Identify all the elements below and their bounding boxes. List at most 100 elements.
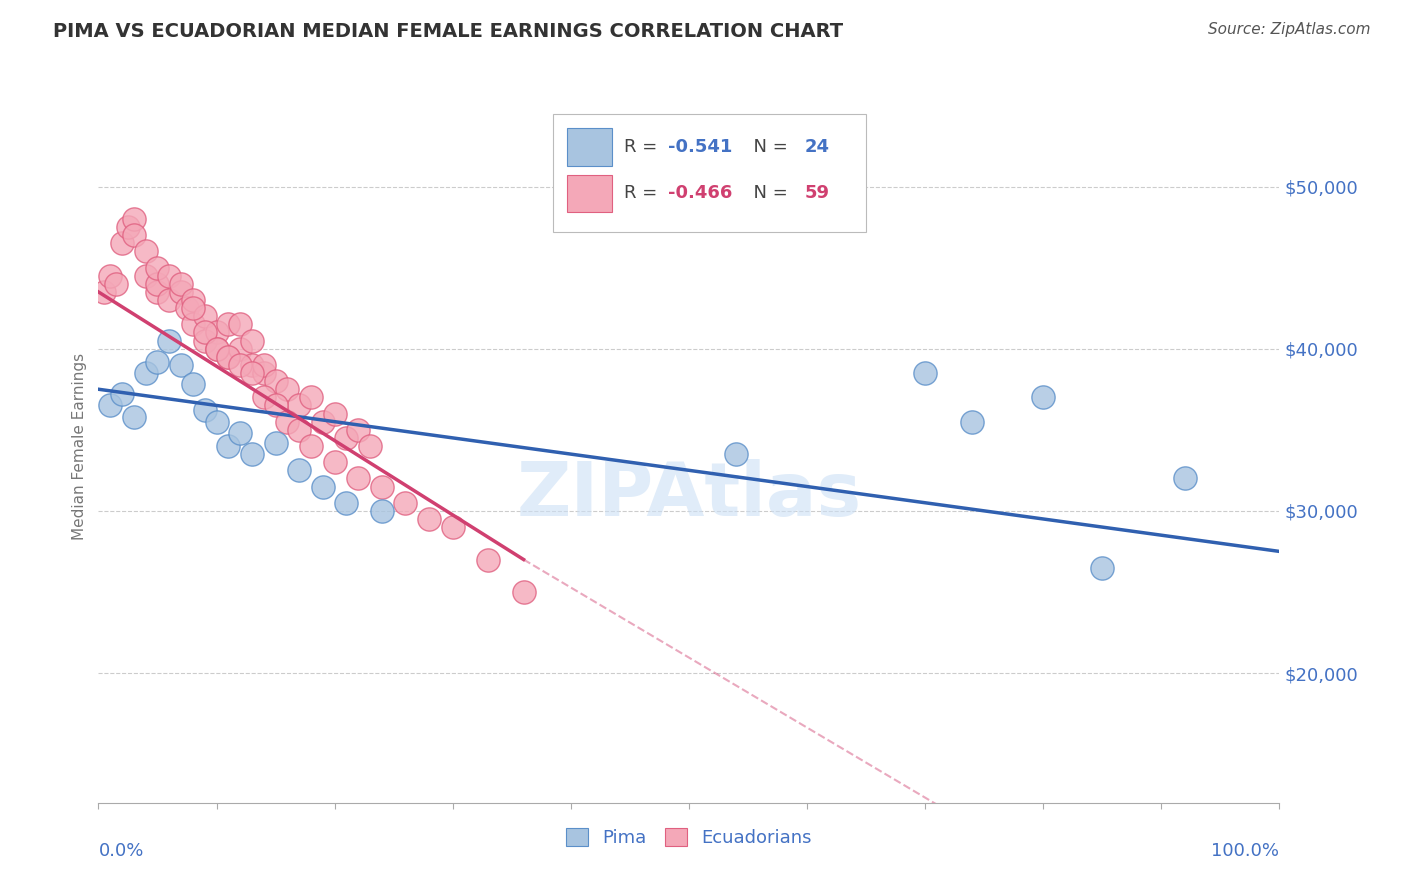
Point: [146, 277, 169, 291]
Point: [335, 496, 357, 510]
Point: [157, 334, 180, 348]
Point: [217, 350, 239, 364]
Text: N =: N =: [742, 185, 793, 202]
Point: [111, 387, 134, 401]
FancyBboxPatch shape: [567, 128, 612, 166]
Point: [146, 260, 169, 275]
Point: [194, 310, 217, 324]
Point: [418, 512, 440, 526]
Point: [512, 585, 534, 599]
Point: [359, 439, 381, 453]
Point: [135, 244, 157, 259]
Point: [264, 435, 287, 450]
Text: 59: 59: [804, 185, 830, 202]
Point: [194, 334, 217, 348]
Point: [181, 318, 204, 332]
Point: [146, 285, 169, 299]
Text: 100.0%: 100.0%: [1212, 842, 1279, 860]
Point: [253, 358, 276, 372]
Point: [725, 447, 748, 461]
Text: 0.0%: 0.0%: [98, 842, 143, 860]
Point: [962, 415, 984, 429]
Point: [371, 479, 394, 493]
Point: [229, 425, 252, 440]
Point: [312, 479, 335, 493]
Point: [205, 326, 228, 340]
Point: [229, 342, 252, 356]
Point: [240, 334, 263, 348]
Point: [264, 399, 287, 413]
Point: [122, 409, 145, 424]
Point: [299, 390, 322, 404]
Point: [205, 342, 228, 356]
Point: [1091, 560, 1114, 574]
Point: [240, 447, 263, 461]
Point: [312, 415, 335, 429]
FancyBboxPatch shape: [567, 175, 612, 212]
Point: [157, 268, 180, 283]
Point: [117, 220, 139, 235]
Point: [194, 326, 217, 340]
Text: Source: ZipAtlas.com: Source: ZipAtlas.com: [1208, 22, 1371, 37]
Point: [93, 285, 115, 299]
Point: [181, 377, 204, 392]
Point: [217, 318, 239, 332]
Point: [170, 285, 193, 299]
Point: [240, 366, 263, 380]
Point: [122, 228, 145, 243]
Point: [253, 366, 276, 380]
Point: [276, 382, 298, 396]
Point: [323, 455, 346, 469]
Text: -0.541: -0.541: [668, 138, 733, 156]
Text: PIMA VS ECUADORIAN MEDIAN FEMALE EARNINGS CORRELATION CHART: PIMA VS ECUADORIAN MEDIAN FEMALE EARNING…: [53, 22, 844, 41]
Point: [1174, 471, 1197, 485]
Point: [229, 358, 252, 372]
Point: [170, 277, 193, 291]
Point: [105, 277, 128, 291]
Text: R =: R =: [624, 138, 664, 156]
Point: [253, 390, 276, 404]
Point: [217, 439, 239, 453]
Point: [477, 552, 499, 566]
Point: [914, 366, 936, 380]
Point: [229, 318, 252, 332]
Point: [1032, 390, 1054, 404]
Point: [299, 439, 322, 453]
Point: [181, 301, 204, 315]
Point: [98, 268, 121, 283]
Point: [122, 211, 145, 226]
Point: [98, 399, 121, 413]
Text: -0.466: -0.466: [668, 185, 733, 202]
Point: [176, 301, 198, 315]
Point: [135, 366, 157, 380]
Point: [288, 423, 311, 437]
Point: [288, 399, 311, 413]
FancyBboxPatch shape: [553, 114, 866, 232]
Point: [157, 293, 180, 307]
Point: [335, 431, 357, 445]
Point: [441, 520, 464, 534]
Point: [135, 268, 157, 283]
Point: [205, 415, 228, 429]
Point: [146, 354, 169, 368]
Text: 24: 24: [804, 138, 830, 156]
Point: [347, 471, 370, 485]
Point: [264, 374, 287, 388]
Point: [205, 342, 228, 356]
Point: [276, 415, 298, 429]
Point: [217, 350, 239, 364]
Point: [181, 293, 204, 307]
Text: N =: N =: [742, 138, 793, 156]
Point: [394, 496, 416, 510]
Text: ZIPAtlas: ZIPAtlas: [516, 459, 862, 533]
Text: R =: R =: [624, 185, 664, 202]
Point: [323, 407, 346, 421]
Point: [170, 358, 193, 372]
Point: [194, 403, 217, 417]
Point: [240, 358, 263, 372]
Legend: Pima, Ecuadorians: Pima, Ecuadorians: [560, 821, 818, 855]
Point: [347, 423, 370, 437]
Point: [371, 504, 394, 518]
Y-axis label: Median Female Earnings: Median Female Earnings: [72, 352, 87, 540]
Point: [288, 463, 311, 477]
